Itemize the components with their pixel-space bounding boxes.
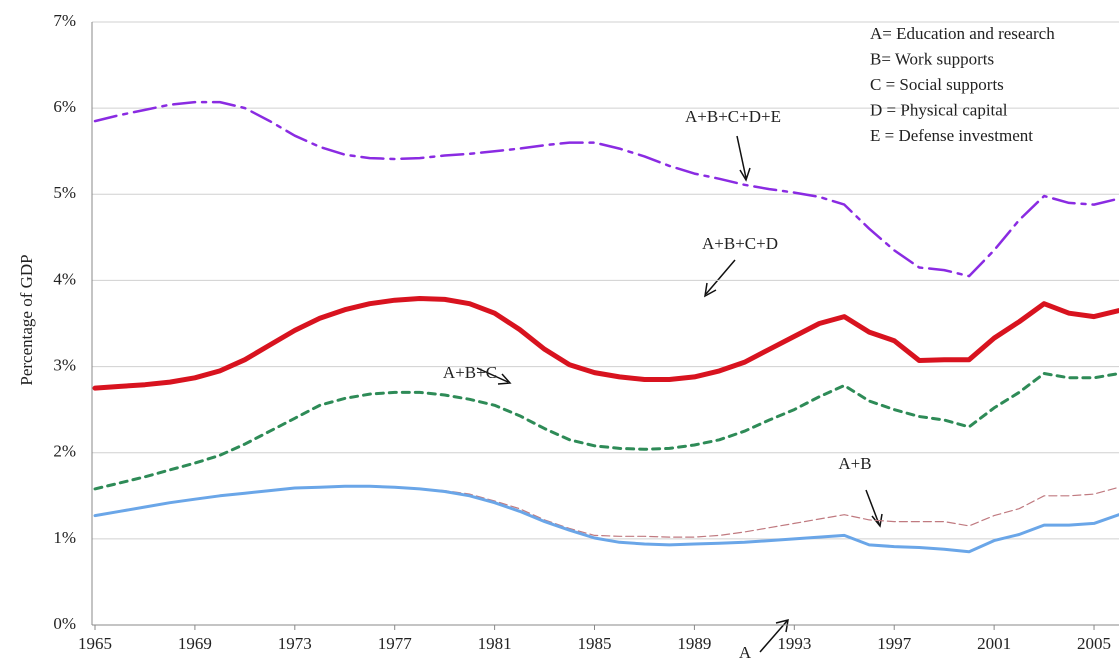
x-tick-label: 1977 [378, 634, 413, 653]
x-tick-label: 2005 [1077, 634, 1111, 653]
arrow [865, 489, 880, 525]
y-tick-label: 6% [53, 97, 76, 116]
series-annotation: A+B+C+D [702, 234, 778, 253]
series-annotation: A+B [838, 454, 871, 473]
arrow [759, 620, 788, 653]
y-tick-label: 2% [53, 442, 76, 461]
series-annotation: A [739, 643, 752, 660]
y-tick-label: 0% [53, 614, 76, 633]
arrow [476, 367, 509, 383]
key-entry: E = Defense investment [870, 126, 1033, 145]
series-annotation: A+B+C+D+E [685, 107, 781, 126]
series-line [93, 484, 1119, 554]
x-tick-label: 1981 [478, 634, 512, 653]
y-tick-label: 5% [53, 183, 76, 202]
x-tick-label: 1973 [278, 634, 312, 653]
series-line [93, 100, 1119, 278]
arrow-head [497, 373, 512, 385]
key-entry: C = Social supports [870, 75, 1004, 94]
x-tick-label: 2001 [977, 634, 1011, 653]
arrow-head [871, 513, 883, 528]
series-annotation: A+B+C [443, 363, 497, 382]
x-tick-label: 1997 [877, 634, 912, 653]
arrow [705, 259, 736, 295]
x-tick-label: 1989 [677, 634, 711, 653]
y-tick-label: 7% [53, 11, 76, 30]
annotation-arrows [476, 135, 883, 653]
arrow [736, 135, 747, 179]
key-entry: A= Education and research [870, 24, 1055, 43]
series-line [93, 372, 1119, 491]
y-tick-label: 4% [53, 269, 76, 288]
x-tick-label: 1965 [78, 634, 112, 653]
arrow-head [775, 618, 789, 633]
series-line [92, 296, 1119, 391]
y-tick-label: 3% [53, 355, 76, 374]
y-axis-label: Percentage of GDP [17, 254, 36, 385]
x-tick-label: 1985 [578, 634, 612, 653]
x-tick-label: 1969 [178, 634, 212, 653]
arrow-head [739, 167, 751, 182]
key-entry: D = Physical capital [870, 100, 1008, 119]
arrow-head [704, 282, 717, 298]
y-tick-label: 1% [53, 528, 76, 547]
key-entry: B= Work supports [870, 49, 994, 68]
x-tick-label: 1993 [777, 634, 811, 653]
